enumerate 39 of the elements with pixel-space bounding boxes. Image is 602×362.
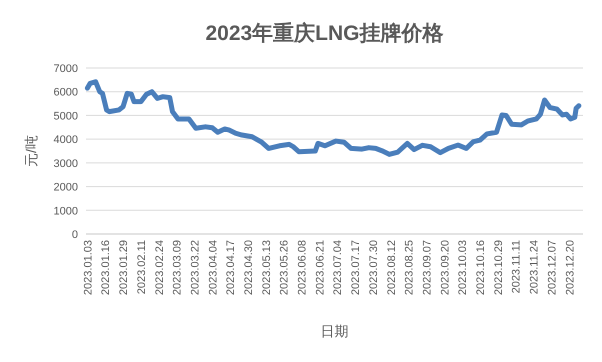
x-tick-label: 2023.07.04 (332, 240, 344, 296)
x-tick-label: 2023.12.20 (564, 240, 576, 296)
x-tick-label: 2023.05.13 (260, 240, 273, 296)
x-tick-label: 2023.06.21 (314, 240, 326, 296)
x-tick-label: 2023.07.30 (368, 240, 380, 296)
x-tick-label: 2023.09.20 (439, 240, 452, 296)
chart-title: 2023年重庆LNG挂牌价格 (205, 21, 445, 45)
x-tick-label: 2023.03.22 (189, 240, 202, 296)
y-axis-title: 元/吨 (23, 135, 39, 167)
x-tick-label: 2023.01.03 (82, 240, 94, 296)
x-tick-label: 2023.03.09 (172, 240, 184, 296)
x-tick-label: 2023.10.29 (492, 240, 505, 296)
x-tick-label: 2023.12.07 (546, 240, 558, 296)
x-tick-label: 2023.11.24 (528, 240, 541, 294)
x-tick-label: 2023.09.07 (421, 240, 434, 296)
x-tick-label: 2023.04.30 (243, 240, 256, 296)
x-tick-label: 2023.02.24 (154, 240, 166, 296)
x-tick-label: 2023.01.16 (100, 240, 112, 296)
x-tick-label: 2023.04.17 (225, 240, 238, 296)
x-tick-label: 2023.11.11 (510, 240, 523, 294)
y-tick-label: 7000 (54, 63, 78, 75)
x-tick-label: 2023.04.04 (207, 240, 220, 296)
x-tick-label: 2023.07.17 (350, 240, 362, 296)
x-tick-label: 2023.08.12 (386, 240, 398, 296)
x-tick-label: 2023.06.08 (296, 240, 309, 296)
x-axis-title: 日期 (320, 323, 348, 339)
x-tick-label: 2023.05.26 (278, 240, 291, 296)
y-tick-label: 6000 (54, 86, 78, 99)
x-tick-label: 2023.10.03 (457, 240, 470, 296)
y-tick-label: 1000 (54, 205, 78, 218)
x-tick-label: 2023.08.25 (404, 240, 416, 296)
x-tick-label: 2023.10.16 (475, 240, 488, 296)
y-tick-label: 3000 (54, 158, 78, 170)
x-tick-label: 2023.01.29 (118, 240, 130, 296)
y-tick-label: 0 (72, 229, 78, 241)
y-tick-label: 2000 (54, 182, 78, 194)
y-tick-label: 4000 (54, 134, 78, 146)
x-tick-label: 2023.02.11 (136, 240, 148, 294)
y-tick-label: 5000 (54, 110, 78, 122)
